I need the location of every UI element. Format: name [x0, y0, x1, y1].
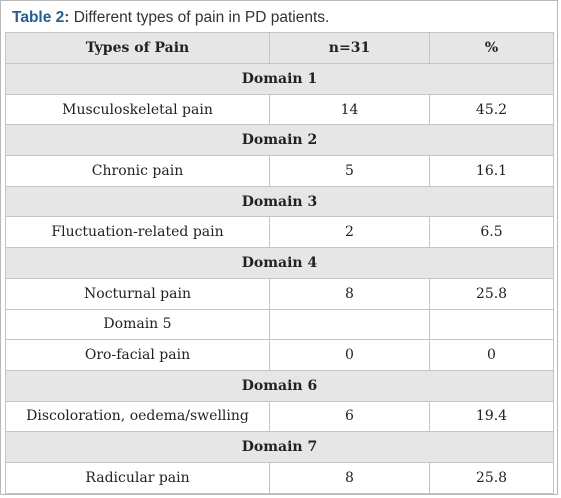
domain-row: Domain 1 [5, 63, 554, 95]
pain-type-cell: Fluctuation-related pain [5, 216, 270, 249]
count-cell: 2 [269, 216, 430, 249]
header-count: n=31 [269, 32, 430, 64]
pain-types-table: Types of Pain n=31 % Domain 1 Musculoske… [5, 32, 554, 494]
count-cell: 6 [269, 400, 430, 433]
count-cell: 8 [269, 461, 430, 494]
percent-cell: 6.5 [429, 216, 554, 249]
pain-type-cell: Radicular pain [5, 461, 270, 494]
domain-label: Domain 7 [5, 431, 554, 463]
pain-type-cell: Nocturnal pain [5, 277, 270, 310]
table-caption-text: Different types of pain in PD patients. [69, 9, 330, 26]
domain-label: Domain 3 [5, 185, 554, 218]
domain-label: Domain 1 [5, 63, 554, 95]
count-cell: 8 [269, 277, 430, 310]
percent-cell: 16.1 [429, 155, 554, 187]
percent-cell: 0 [429, 339, 554, 371]
domain-label: Domain 2 [5, 124, 554, 157]
pain-type-cell: Domain 5 [5, 308, 270, 341]
pain-type-cell: Discoloration, oedema/swelling [5, 400, 270, 433]
percent-cell: 25.8 [429, 461, 554, 494]
pain-type-cell: Chronic pain [5, 155, 270, 187]
table-row: Fluctuation-related pain 2 6.5 [5, 216, 554, 249]
domain-row: Domain 6 [5, 369, 554, 402]
table-caption-label: Table 2: [12, 9, 70, 26]
domain-row: Domain 2 [5, 124, 554, 157]
domain-label: Domain 6 [5, 369, 554, 402]
count-cell: 5 [269, 155, 430, 187]
table-row: Oro-facial pain 0 0 [5, 339, 554, 371]
domain-label: Domain 4 [5, 247, 554, 279]
domain-row: Domain 3 [5, 185, 554, 218]
domain-row: Domain 7 [5, 431, 554, 463]
table-row: Musculoskeletal pain 14 45.2 [5, 93, 554, 126]
table-header-row: Types of Pain n=31 % [5, 32, 554, 64]
table-row: Radicular pain 8 25.8 [5, 461, 554, 494]
domain-row: Domain 4 [5, 247, 554, 279]
percent-cell: 19.4 [429, 400, 554, 433]
table-row: Nocturnal pain 8 25.8 [5, 277, 554, 310]
count-cell: 0 [269, 339, 430, 371]
pain-type-cell: Oro-facial pain [5, 339, 270, 371]
table-row: Domain 5 [5, 308, 554, 341]
percent-cell [429, 308, 554, 341]
count-cell [269, 308, 430, 341]
table-row: Discoloration, oedema/swelling 6 19.4 [5, 400, 554, 433]
percent-cell: 45.2 [429, 93, 554, 126]
header-types-of-pain: Types of Pain [5, 32, 270, 64]
table-row: Chronic pain 5 16.1 [5, 155, 554, 187]
percent-cell: 25.8 [429, 277, 554, 310]
table-caption: Table 2: Different types of pain in PD p… [1, 1, 557, 33]
count-cell: 14 [269, 93, 430, 126]
pain-type-cell: Musculoskeletal pain [5, 93, 270, 126]
header-percent: % [429, 32, 554, 64]
